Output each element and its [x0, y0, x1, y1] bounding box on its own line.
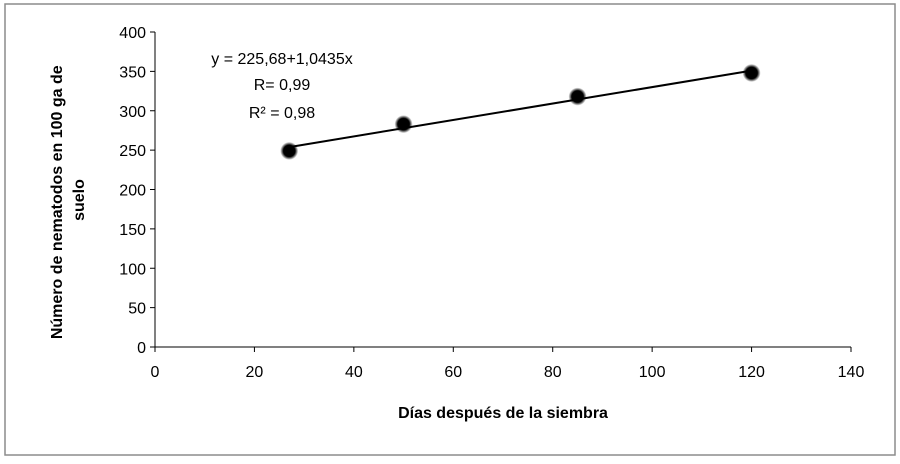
x-axis-ticks: 0 20 40 60 80 100 120 140	[151, 347, 865, 381]
x-tick-label: 140	[838, 364, 865, 381]
data-point	[394, 115, 413, 134]
y-tick-label: 150	[119, 222, 146, 239]
trendline	[289, 69, 752, 149]
x-axis-title: Días después de la siembra	[398, 405, 608, 422]
r-label: R= 0,99	[254, 77, 311, 94]
y-tick-label: 250	[119, 143, 146, 160]
x-tick-label: 100	[639, 364, 666, 381]
x-tick-label: 80	[544, 364, 562, 381]
y-tick-label: 0	[137, 340, 146, 357]
equation-label: y = 225,68+1,0435x	[211, 51, 352, 68]
y-tick-label: 300	[119, 104, 146, 121]
x-tick-label: 60	[444, 364, 462, 381]
y-axis-ticks: 0 50 100 150 200 250 300 350 400	[119, 25, 155, 357]
data-point	[568, 87, 587, 106]
y-axis-title-line-2: suelo	[71, 179, 88, 221]
y-tick-label: 50	[128, 301, 146, 318]
x-tick-label: 40	[345, 364, 363, 381]
x-tick-label: 0	[151, 364, 160, 381]
data-point	[280, 141, 299, 160]
y-tick-label: 400	[119, 25, 146, 42]
y-tick-label: 200	[119, 183, 146, 200]
y-axis-title: Número de nematodos en 100 ga de suelo	[49, 61, 88, 339]
x-tick-label: 120	[738, 364, 765, 381]
x-tick-label: 20	[246, 364, 264, 381]
y-tick-label: 350	[119, 64, 146, 81]
data-points	[280, 63, 761, 160]
data-point	[742, 63, 761, 82]
y-tick-label: 100	[119, 261, 146, 278]
y-axis-title-line-1: Número de nematodos en 100 ga de	[49, 65, 66, 339]
r-squared-label: R² = 0,98	[249, 105, 315, 122]
